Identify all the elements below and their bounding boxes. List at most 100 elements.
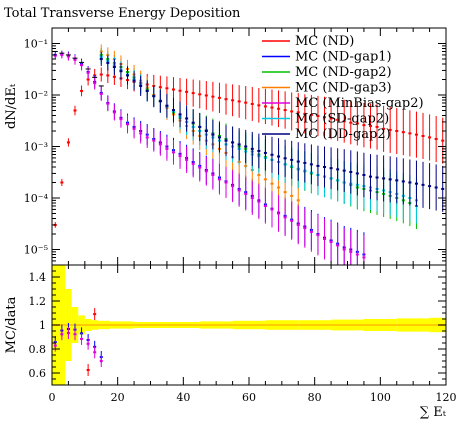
series-point [263, 151, 267, 154]
series-point [329, 117, 333, 120]
series-point [198, 125, 202, 128]
series-point [362, 256, 366, 259]
series-point [270, 208, 274, 211]
upper-y-axis-label: dN/dEₜ [4, 83, 19, 129]
series-point [342, 120, 346, 123]
x-tick-label: 20 [111, 391, 125, 404]
ratio-point [80, 337, 84, 340]
ratio-point [60, 333, 64, 336]
series-point [178, 155, 182, 158]
series-point [126, 123, 130, 126]
ratio-y-tick-label: 0.8 [29, 343, 47, 356]
ratio-y-tick-label: 1.4 [29, 271, 47, 284]
series-point [191, 92, 195, 95]
series-point [441, 139, 445, 142]
series-point [414, 182, 418, 185]
ratio-panel: 0.6 0.8 1 1.2 1.4 0 20 40 60 80 100 120 MC/data ∑ … [4, 264, 457, 420]
series-point [395, 129, 399, 132]
series-point [441, 187, 445, 190]
series-point [296, 111, 300, 114]
series-point [139, 84, 143, 87]
series-point [309, 230, 313, 233]
series-point [112, 65, 116, 68]
series-point [244, 101, 248, 104]
series-point [428, 136, 432, 139]
series-point [237, 189, 241, 192]
series-point [303, 112, 307, 115]
series-point [217, 96, 221, 99]
series-point [224, 139, 228, 142]
upper-series-group [52, 44, 445, 265]
series-point [263, 105, 267, 108]
series-point [414, 133, 418, 136]
series-point [119, 70, 123, 73]
ratio-point [93, 351, 97, 354]
series-point [204, 170, 208, 173]
series-point [349, 121, 353, 124]
series-point [145, 136, 149, 139]
series-point [250, 196, 254, 199]
ratio-point [66, 332, 70, 334]
series-point [434, 186, 438, 189]
series-point [290, 219, 294, 222]
series-point [401, 131, 405, 134]
ratio-point [93, 313, 97, 316]
series-point [231, 185, 235, 188]
series-point [185, 158, 189, 161]
ratio-y-axis-label: MC/data [4, 296, 19, 353]
series-point [99, 92, 103, 95]
series-point [86, 71, 90, 74]
series-point [198, 166, 202, 169]
series-point [368, 175, 372, 178]
upper-y-ticks: 10⁻¹ 10⁻² 10⁻³ 10⁻⁴ 10⁻⁵ [24, 27, 446, 262]
series-point [93, 82, 97, 85]
series-point [224, 98, 228, 101]
series-point [323, 237, 327, 240]
series-point [401, 180, 405, 183]
series-point [211, 173, 215, 176]
series-point [165, 147, 169, 150]
series-point [106, 61, 110, 64]
series-point [388, 178, 392, 181]
x-tick-label: 100 [370, 391, 391, 404]
series-point [86, 78, 90, 81]
series-point [237, 100, 241, 103]
series-point [309, 113, 313, 116]
series-point [178, 113, 182, 116]
series-point [296, 223, 300, 226]
series-point [428, 185, 432, 188]
series-point [217, 178, 221, 181]
series-point [283, 191, 287, 194]
ratio-y-tick-label: 0.6 [29, 367, 47, 380]
series-point [329, 240, 333, 243]
series-point [277, 155, 281, 158]
series-point [323, 116, 327, 119]
series-point [309, 163, 313, 166]
series-point [165, 104, 169, 107]
series-point [217, 136, 221, 139]
series-point [316, 115, 320, 118]
series-point [375, 176, 379, 179]
ratio-series-group [53, 308, 103, 376]
series-point [185, 117, 189, 120]
series-point [185, 90, 189, 93]
series-point [270, 153, 274, 156]
legend-entry: MC (ND-gap2) [295, 65, 392, 80]
series-point [257, 104, 261, 107]
series-point [244, 192, 248, 195]
series-point [283, 109, 287, 112]
series-point [66, 55, 70, 58]
x-tick-label: 40 [176, 391, 190, 404]
series-point [165, 87, 169, 90]
series-point [368, 125, 372, 128]
series-point [395, 179, 399, 182]
series-point [66, 141, 70, 144]
ratio-y-tick-label: 1 [39, 319, 46, 332]
series-point [244, 145, 248, 148]
series-point [257, 149, 261, 152]
series-point [152, 95, 156, 98]
series-point [204, 129, 208, 132]
series-point [382, 177, 386, 180]
series-point [257, 173, 261, 176]
